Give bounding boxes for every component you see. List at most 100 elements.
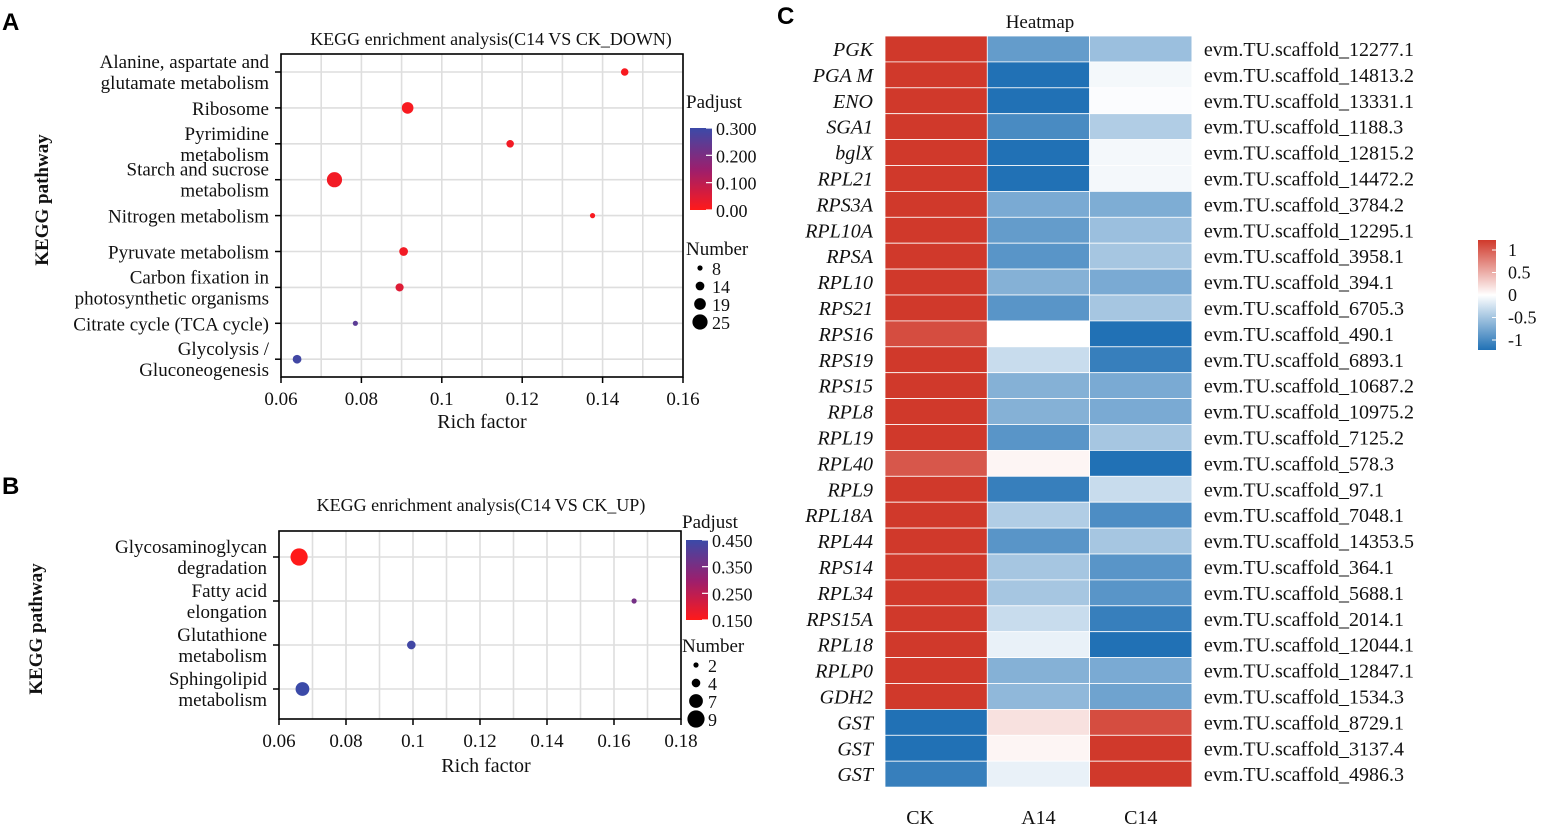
gene-id-label: evm.TU.scaffold_490.1	[1204, 324, 1394, 346]
color-legend-bar	[690, 128, 712, 210]
color-legend-label: 0.100	[716, 174, 757, 194]
gene-label: RPL18A	[804, 505, 874, 527]
dot-plot-down: KEGG enrichment analysis(C14 VS CK_DOWN)…	[32, 29, 757, 433]
heatmap-cell	[884, 372, 988, 400]
heatmap-cell	[884, 139, 988, 166]
gene-label: RPS15	[818, 376, 873, 398]
gene-id-label: evm.TU.scaffold_7048.1	[1204, 505, 1404, 527]
gene-id-label: evm.TU.scaffold_3784.2	[1204, 194, 1404, 216]
x-tick-label: 0.1	[430, 389, 454, 410]
heatmap-cell	[986, 424, 1090, 451]
panel-label-b: B	[2, 473, 19, 500]
heatmap-cell	[1089, 631, 1193, 659]
gene-label: RPS3A	[815, 194, 873, 216]
data-point	[326, 172, 343, 188]
heatmap-cell	[986, 553, 1090, 581]
gene-id-label: evm.TU.scaffold_4986.3	[1204, 764, 1404, 786]
heatmap-cell	[986, 242, 1090, 270]
y-axis-title: KEGG pathway	[32, 134, 53, 266]
gene-id-label: evm.TU.scaffold_97.1	[1204, 479, 1384, 501]
heatmap-cell	[986, 113, 1090, 140]
data-point	[292, 354, 302, 364]
heatmap-cell	[1089, 190, 1193, 218]
size-legend-label: 7	[708, 692, 717, 712]
heatmap-cell	[986, 501, 1090, 529]
heatmap-cell	[884, 190, 988, 218]
heatmap-cell	[884, 683, 988, 710]
gene-id-label: evm.TU.scaffold_7125.2	[1204, 427, 1404, 449]
gene-id-label: evm.TU.scaffold_2014.1	[1204, 609, 1404, 631]
chart-title: KEGG enrichment analysis(C14 VS CK_DOWN)	[310, 29, 672, 50]
gene-id-label: evm.TU.scaffold_12044.1	[1204, 635, 1414, 657]
x-tick-label: 0.12	[463, 731, 496, 752]
color-scale-label: 0	[1508, 285, 1517, 305]
heatmap-cell	[986, 139, 1090, 166]
gene-label: RPL10	[816, 272, 873, 294]
heatmap-cell	[986, 190, 1090, 218]
panel-label-c: C	[777, 3, 794, 30]
heatmap-cell	[1089, 605, 1193, 633]
heatmap-cell	[986, 579, 1090, 607]
gene-id-label: evm.TU.scaffold_12277.1	[1204, 39, 1414, 61]
heatmap-cell	[884, 527, 988, 555]
y-tick-label: photosynthetic organisms	[75, 288, 269, 309]
heatmap-cell	[1089, 372, 1193, 400]
heatmap-cell	[986, 61, 1090, 89]
size-legend-dot	[692, 314, 708, 330]
size-legend-title: Number	[686, 239, 749, 260]
heatmap-cell	[1089, 398, 1193, 425]
x-tick-label: 0.1	[401, 731, 425, 752]
color-scale-label: 0.5	[1508, 263, 1531, 283]
size-legend-dot	[687, 710, 705, 728]
gene-label: RPL34	[816, 583, 873, 605]
size-legend-dot	[689, 694, 703, 708]
data-point	[290, 548, 308, 566]
gene-label: RPL40	[816, 453, 873, 475]
gene-label: SGA1	[826, 117, 873, 139]
heatmap-cell	[884, 294, 988, 322]
heatmap-cell	[986, 527, 1090, 555]
gene-id-label: evm.TU.scaffold_364.1	[1204, 557, 1394, 579]
size-legend-dot	[695, 281, 705, 291]
dot-plot-up: KEGG enrichment analysis(C14 VS CK_UP) K…	[26, 495, 753, 777]
gene-id-label: evm.TU.scaffold_13331.1	[1204, 91, 1414, 113]
color-scale-bar	[1478, 240, 1496, 350]
heatmap-cell	[1089, 449, 1193, 477]
x-tick-label: 0.06	[264, 389, 297, 410]
heatmap-cell	[1089, 320, 1193, 348]
heatmap-cell	[884, 631, 988, 659]
heatmap-cell	[986, 87, 1090, 115]
y-tick-label: Ribosome	[192, 99, 269, 120]
color-legend-label: 0.150	[712, 611, 753, 631]
chart-title: KEGG enrichment analysis(C14 VS CK_UP)	[317, 495, 646, 516]
size-legend-label: 8	[712, 259, 721, 279]
gene-label: ENO	[832, 91, 873, 113]
heatmap-cell	[986, 760, 1090, 788]
heatmap-cell	[1089, 760, 1193, 788]
y-tick-label: Glutathione	[177, 625, 267, 646]
gene-label: RPS21	[818, 298, 873, 320]
y-tick-label: metabolism	[178, 646, 267, 667]
gene-id-label: evm.TU.scaffold_6705.3	[1204, 298, 1404, 320]
data-point	[352, 320, 358, 326]
gene-label: RPS15A	[805, 609, 873, 631]
size-legend-dot	[694, 298, 706, 310]
gene-label: RPL44	[816, 531, 873, 553]
x-axis-title: Rich factor	[441, 755, 531, 777]
y-tick-label: Glycosaminoglycan	[115, 537, 267, 558]
heatmap-cell	[1089, 87, 1193, 115]
gene-label: RPL9	[826, 479, 873, 501]
gene-id-label: evm.TU.scaffold_12847.1	[1204, 661, 1414, 683]
heatmap-cell	[884, 216, 988, 244]
y-tick-label: Starch and sucrose	[127, 160, 269, 181]
gene-id-label: evm.TU.scaffold_5688.1	[1204, 583, 1404, 605]
y-tick-label: Pyrimidine	[185, 124, 269, 145]
heatmap-cell	[884, 760, 988, 788]
gene-id-label: evm.TU.scaffold_3137.4	[1204, 738, 1404, 760]
color-legend-title: Padjust	[682, 512, 739, 533]
size-legend-label: 4	[708, 674, 717, 694]
y-tick-label: Citrate cycle (TCA cycle)	[73, 314, 269, 335]
data-point	[399, 247, 408, 256]
data-point	[620, 68, 629, 76]
heatmap-cell	[986, 216, 1090, 244]
